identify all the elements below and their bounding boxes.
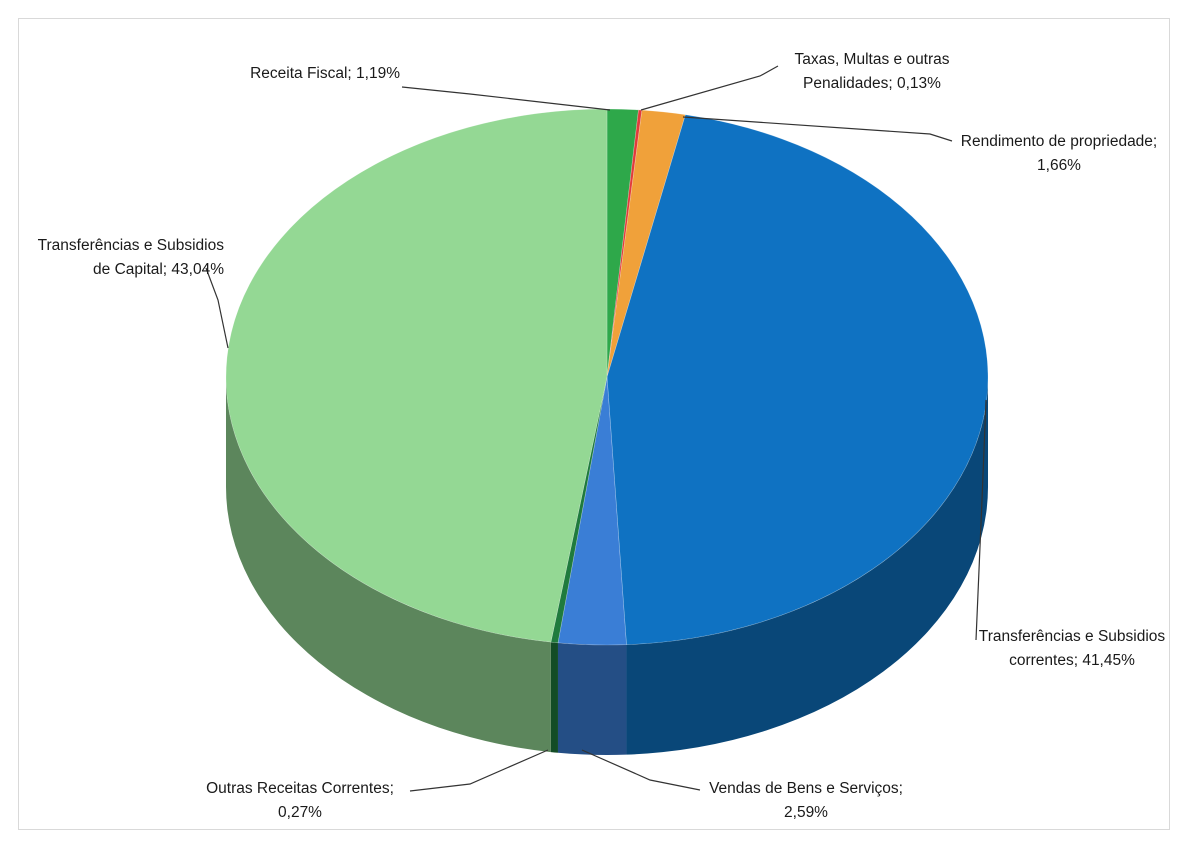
- pie-slice-transfer-ncias-e-subsidios-de-capital: [225, 108, 608, 643]
- leader-transferencias-correntes: [975, 399, 987, 641]
- pie-slices: [225, 108, 989, 646]
- leader-receita-fiscal: [401, 86, 611, 111]
- pie-sides: [226, 377, 988, 756]
- label-vendas-bens-servicos: Vendas de Bens e Serviços; 2,59%: [709, 780, 903, 821]
- label-rendimento-propriedade: Rendimento de propriedade; 1,66%: [960, 133, 1158, 174]
- label-transferencias-correntes: Transferências e Subsidios correntes; 41…: [978, 628, 1166, 669]
- leader-rendimento: [682, 116, 953, 142]
- pie-slice-receita-fiscal: [606, 108, 639, 378]
- pie-side-vendas-de-bens-e-servi-os: [557, 642, 627, 756]
- leader-transferencias-capital: [205, 267, 229, 349]
- leader-outras-receitas: [409, 749, 549, 792]
- leader-taxas-multas: [640, 65, 779, 111]
- label-transferencias-capital: Transferências e Subsidios de Capital; 4…: [37, 237, 224, 278]
- leader-lines: [205, 65, 987, 792]
- pie-slice-outras-receitas-correntes: [550, 376, 608, 644]
- leader-vendas: [581, 749, 701, 791]
- label-receita-fiscal: Receita Fiscal; 1,19%: [250, 65, 400, 82]
- pie-slice-vendas-de-bens-e-servi-os: [557, 376, 627, 646]
- pie-side-transfer-ncias-e-subsidios-correntes: [626, 377, 988, 755]
- label-outras-receitas-correntes: Outras Receitas Correntes; 0,27%: [206, 780, 394, 821]
- label-taxas-multas: Taxas, Multas e outras Penalidades; 0,13…: [794, 51, 950, 92]
- pie-side-transfer-ncias-e-subsidios-de-capital: [226, 377, 551, 753]
- pie-slice-transfer-ncias-e-subsidios-correntes: [606, 114, 989, 645]
- pie-side-outras-receitas-correntes: [550, 642, 558, 753]
